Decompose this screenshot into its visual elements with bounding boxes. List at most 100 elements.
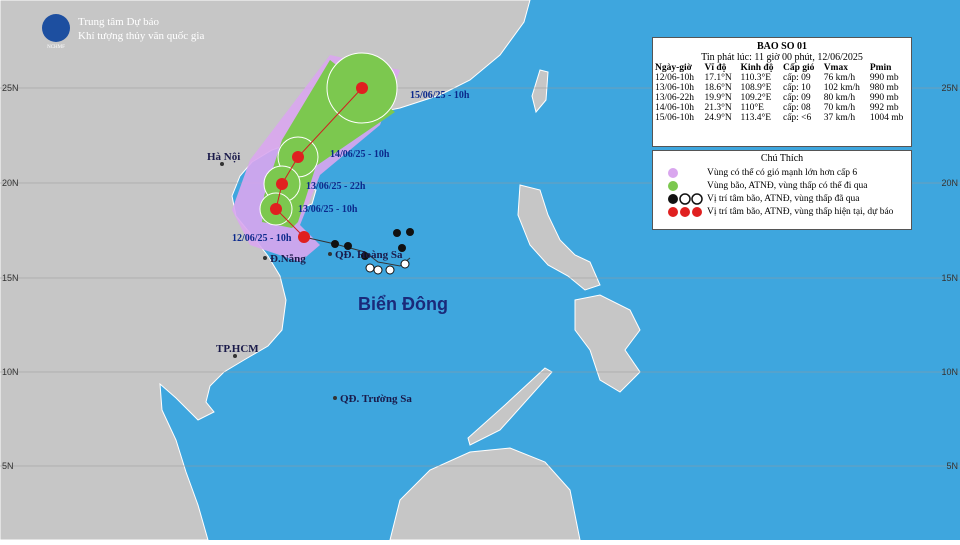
storm-cone xyxy=(259,52,398,228)
table-cell: 18.6°N xyxy=(704,83,732,93)
past-points xyxy=(331,228,414,275)
table-cell: cấp: 09 xyxy=(782,73,811,83)
legend-icon xyxy=(668,180,678,191)
forecast-point xyxy=(292,151,304,163)
column-header: Vĩ độ xyxy=(704,63,727,73)
legend-swatch xyxy=(679,192,691,205)
table-row: 15/06-10h 24.9°N 113.4°E cấp: <6 37 km/h 1004… xyxy=(653,113,911,123)
table-cell: cấp: 09 xyxy=(782,93,811,103)
bulletin-table: Ngày-giờ Vĩ độ Kinh độ Cấp gió Vmax Pmin 12/06… xyxy=(653,63,911,123)
place-label: Hà Nội xyxy=(207,151,240,163)
track-label: 12/06/25 - 10h xyxy=(232,233,292,244)
legend-title: Chú Thích xyxy=(760,153,804,164)
track-label: 15/06/25 - 10h xyxy=(410,90,470,101)
lat-label: 20N xyxy=(2,178,19,188)
legend-item: Vùng bão, ATNĐ, vùng thấp có thể đi qua xyxy=(653,179,911,192)
column-header: Ngày-giờ xyxy=(655,63,692,73)
legend-swatch xyxy=(692,206,702,217)
table-cell: 12/06-10h xyxy=(655,73,695,83)
column-header: Cấp gió xyxy=(782,63,815,73)
forecast-point xyxy=(356,82,368,94)
lat-label: 10N xyxy=(2,367,19,377)
table-cell: 110.3°E xyxy=(740,73,772,83)
table-cell: 980 mb xyxy=(869,83,899,93)
lat-label: 10N xyxy=(941,367,958,377)
table-cell: 13/06-10h xyxy=(655,83,695,93)
lat-label: 15N xyxy=(941,273,958,283)
lat-label: 15N xyxy=(2,273,19,283)
table-row: 14/06-10h 21.3°N 110°E cấp: 08 70 km/h 992 mb xyxy=(653,103,911,113)
logo-text: NCHMF xyxy=(47,45,65,50)
legend-item: Vùng có thể có gió mạnh lớn hơn cấp 6 xyxy=(653,166,911,179)
legend-icon xyxy=(668,167,678,178)
legend-swatch xyxy=(668,193,678,204)
header-line: Trung tâm Dự báo xyxy=(78,16,160,28)
table-cell: 37 km/h xyxy=(823,113,856,123)
table-cell: 15/06-10h xyxy=(655,113,695,123)
column-header: Vmax xyxy=(823,63,848,73)
table-cell: 1004 mb xyxy=(869,113,904,123)
table-cell: 70 km/h xyxy=(823,103,856,113)
table-row: 13/06-10h 18.6°N 108.9°E cấp: 10 102 km/h 980… xyxy=(653,83,911,93)
place-label: Đ.Nẵng xyxy=(270,253,306,265)
bulletin-title: BAO SO 01 xyxy=(756,41,807,52)
table-cell: cấp: <6 xyxy=(782,113,812,123)
legend-swatch xyxy=(680,206,690,217)
logo xyxy=(42,14,70,42)
legend-icon xyxy=(668,206,702,217)
legend-text: Vị trí tâm bão, ATNĐ, vùng thấp hiện tại… xyxy=(707,206,894,217)
lat-labels: 25N 25N 20N 20N 15N 15N 10N 10N 5N 5N xyxy=(2,83,958,471)
legend-text: Vị trí tâm bão, ATNĐ, vùng thấp đã qua xyxy=(707,193,860,204)
table-cell: 990 mb xyxy=(869,73,899,83)
legend-item: Vị trí tâm bão, ATNĐ, vùng thấp hiện tại… xyxy=(653,205,911,218)
sea-label: Biển Đông xyxy=(358,294,448,314)
track-label: 14/06/25 - 10h xyxy=(330,149,390,160)
legend-swatch xyxy=(668,206,678,217)
table-cell: 13/06-22h xyxy=(655,93,695,103)
table-cell: 102 km/h xyxy=(823,83,860,93)
table-cell: 19.9°N xyxy=(704,93,732,103)
table-cell: 109.2°E xyxy=(740,93,772,103)
table-cell: 108.9°E xyxy=(740,83,772,93)
legend: Chú Thích Vùng có thể có gió mạnh lớn hơ… xyxy=(652,150,912,230)
track-label: 13/06/25 - 22h xyxy=(306,181,366,192)
legend-swatch xyxy=(691,192,703,205)
bulletin-issued: Tin phát lúc: 11 giờ 00 phút, 12/06/2025 xyxy=(701,52,863,63)
track-label: 13/06/25 - 10h xyxy=(298,204,358,215)
lat-label: 5N xyxy=(946,461,958,471)
bulletin: BAO SO 01 Tin phát lúc: 11 giờ 00 phút, … xyxy=(652,37,912,147)
table-cell: cấp: 10 xyxy=(782,83,811,93)
legend-text: Vùng có thể có gió mạnh lớn hơn cấp 6 xyxy=(707,167,858,178)
column-header: Pmin xyxy=(869,63,892,73)
lat-label: 5N xyxy=(2,461,14,471)
forecast-point xyxy=(276,178,288,190)
table-cell: 80 km/h xyxy=(823,93,856,103)
place-label: TP.HCM xyxy=(216,343,259,355)
place-label: QĐ. Hoàng Sa xyxy=(335,249,403,261)
lat-label: 20N xyxy=(941,178,958,188)
table-row: 12/06-10h 17.1°N 110.3°E cấp: 09 76 km/h 990 … xyxy=(653,73,911,83)
place-label: QĐ. Trường Sa xyxy=(340,393,412,405)
table-cell: cấp: 08 xyxy=(782,103,811,113)
legend-item: Vị trí tâm bão, ATNĐ, vùng thấp đã qua xyxy=(653,192,911,205)
legend-text: Vùng bão, ATNĐ, vùng thấp có thể đi qua xyxy=(707,180,868,191)
table-cell: 992 mb xyxy=(869,103,899,113)
table-cell: 17.1°N xyxy=(704,73,732,83)
legend-swatch xyxy=(668,167,678,178)
place-dots xyxy=(220,162,337,400)
current-point xyxy=(298,231,310,243)
table-cell: 113.4°E xyxy=(740,113,772,123)
table-row: 13/06-22h 19.9°N 109.2°E cấp: 09 80 km/h 990 … xyxy=(653,93,911,103)
table-cell: 76 km/h xyxy=(823,73,856,83)
lat-label: 25N xyxy=(2,83,19,93)
table-cell: 110°E xyxy=(740,103,764,113)
lat-label: 25N xyxy=(941,83,958,93)
header-line: Khí tượng thủy văn quốc gia xyxy=(78,30,204,42)
forecast-point xyxy=(270,203,282,215)
table-cell: 14/06-10h xyxy=(655,103,695,113)
table-cell: 21.3°N xyxy=(704,103,732,113)
table-cell: 990 mb xyxy=(869,93,899,103)
legend-swatch xyxy=(668,180,678,191)
table-cell: 24.9°N xyxy=(704,113,732,123)
forecast-points xyxy=(270,82,368,243)
